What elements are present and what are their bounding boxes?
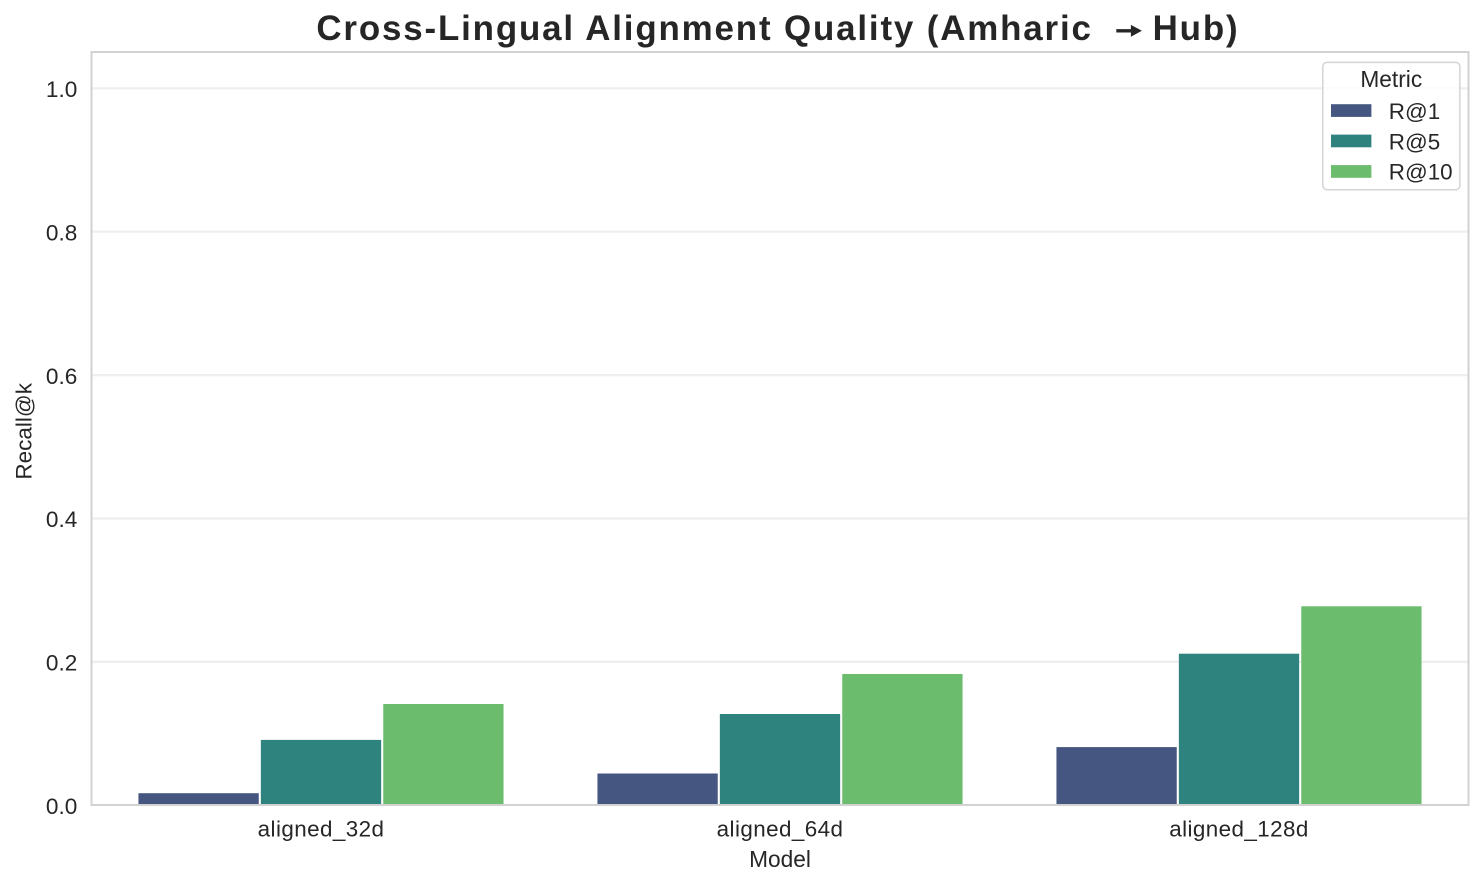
- svg-text:aligned_32d: aligned_32d: [258, 817, 385, 842]
- svg-text:0.2: 0.2: [46, 651, 77, 676]
- svg-text:R@5: R@5: [1389, 129, 1440, 154]
- svg-text:Model: Model: [749, 846, 811, 872]
- svg-text:0.6: 0.6: [46, 364, 77, 389]
- svg-text:aligned_128d: aligned_128d: [1169, 817, 1309, 842]
- svg-text:1.0: 1.0: [46, 77, 77, 102]
- svg-text:aligned_64d: aligned_64d: [717, 817, 844, 842]
- svg-text:R@10: R@10: [1389, 160, 1453, 185]
- svg-text:0.0: 0.0: [46, 794, 77, 819]
- svg-text:R@1: R@1: [1389, 99, 1440, 124]
- svg-text:Cross-Lingual Alignment Qualit: Cross-Lingual Alignment Quality (Amharic…: [316, 9, 1239, 48]
- svg-text:0.4: 0.4: [46, 507, 77, 532]
- svg-text:0.8: 0.8: [46, 220, 77, 245]
- svg-text:Metric: Metric: [1360, 66, 1422, 92]
- svg-text:Recall@k: Recall@k: [11, 382, 36, 479]
